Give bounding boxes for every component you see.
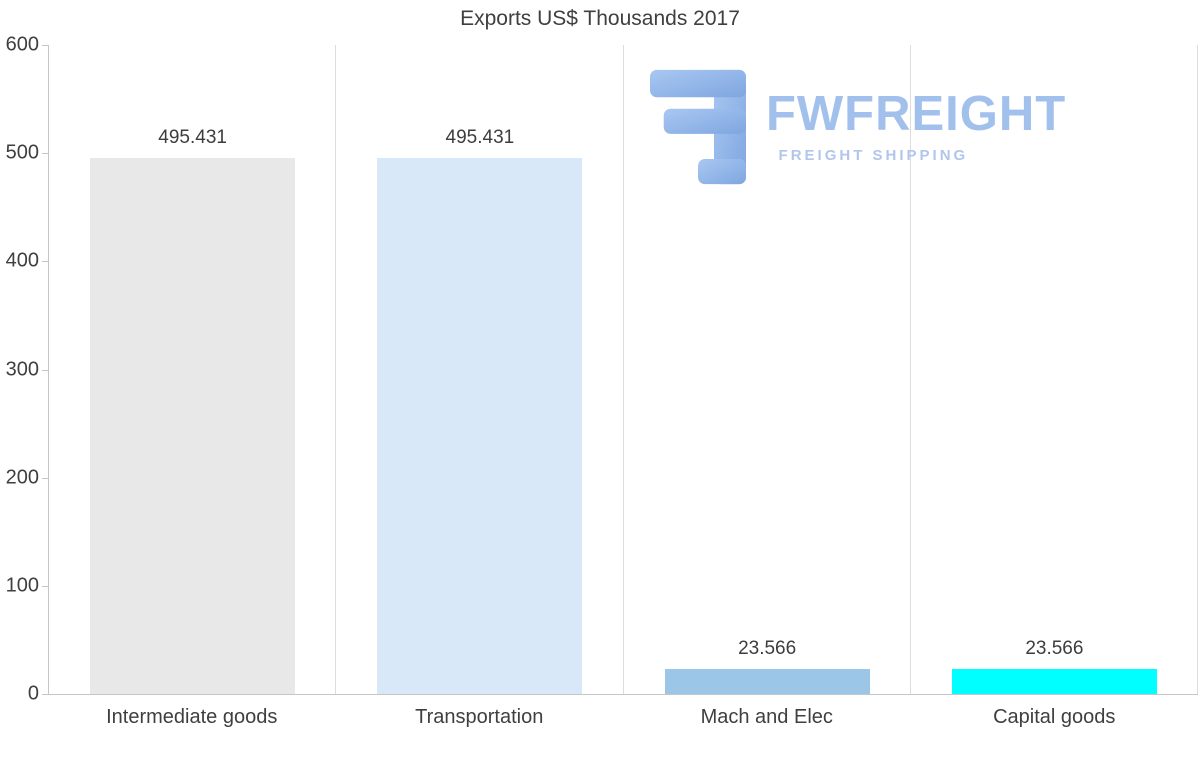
freight-logo-icon xyxy=(650,69,746,185)
y-tick-mark xyxy=(42,153,48,155)
y-tick-label: 200 xyxy=(5,466,39,489)
x-tick-label: Mach and Elec xyxy=(700,706,833,728)
gridline-vertical xyxy=(1197,45,1198,694)
watermark-brand: FWFREIGHT xyxy=(766,87,1067,141)
x-tick-label: Transportation xyxy=(415,706,544,728)
gridline-vertical xyxy=(335,45,337,694)
gridline-vertical xyxy=(909,45,911,694)
y-tick-label: 0 xyxy=(27,682,39,705)
bar-column: 23.566 xyxy=(624,637,911,694)
watermark-tagline: FREIGHT SHIPPING xyxy=(778,147,969,164)
bar-value-label: 23.566 xyxy=(1025,637,1084,659)
y-tick-label: 100 xyxy=(5,574,39,597)
bar xyxy=(951,668,1157,694)
y-tick-mark xyxy=(42,261,48,263)
watermark-logo: FWFREIGHT FREIGHT SHIPPING xyxy=(650,68,1066,186)
x-tick-label: Capital goods xyxy=(993,706,1116,728)
y-tick-mark xyxy=(42,694,48,695)
y-tick-mark xyxy=(42,369,48,371)
y-tick-label: 600 xyxy=(5,33,39,56)
bar-value-label: 23.566 xyxy=(738,637,797,659)
y-tick-label: 500 xyxy=(5,141,39,164)
bar-column: 23.566 xyxy=(911,637,1198,694)
x-tick-label: Intermediate goods xyxy=(106,706,278,728)
y-axis: 0 100 200 300 400 500 600 xyxy=(0,34,48,705)
y-tick-mark xyxy=(42,585,48,587)
gridline-vertical xyxy=(622,45,624,694)
bar-value-label: 495.431 xyxy=(158,127,227,149)
y-tick-label: 400 xyxy=(5,249,39,272)
bar xyxy=(90,158,296,694)
bar-column: 495.431 xyxy=(49,127,336,694)
y-tick-mark xyxy=(42,45,48,46)
bar-column: 495.431 xyxy=(336,127,623,694)
bar-value-label: 495.431 xyxy=(445,127,515,149)
plot-area: 495.431 495.431 23.566 23.566 xyxy=(48,45,1198,695)
watermark-text: FWFREIGHT FREIGHT SHIPPING xyxy=(766,87,1067,165)
chart-title: Exports US$ Thousands 2017 xyxy=(460,7,740,30)
y-tick-label: 300 xyxy=(5,358,39,380)
bar xyxy=(377,158,583,694)
bar xyxy=(664,668,870,694)
x-axis: Intermediate goods Transportation Mach and… xyxy=(48,702,1198,742)
y-tick-mark xyxy=(42,477,48,479)
